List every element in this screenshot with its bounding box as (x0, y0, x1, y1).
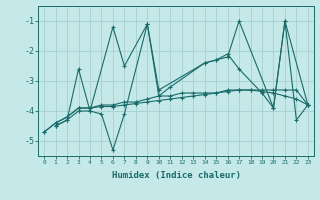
X-axis label: Humidex (Indice chaleur): Humidex (Indice chaleur) (111, 171, 241, 180)
